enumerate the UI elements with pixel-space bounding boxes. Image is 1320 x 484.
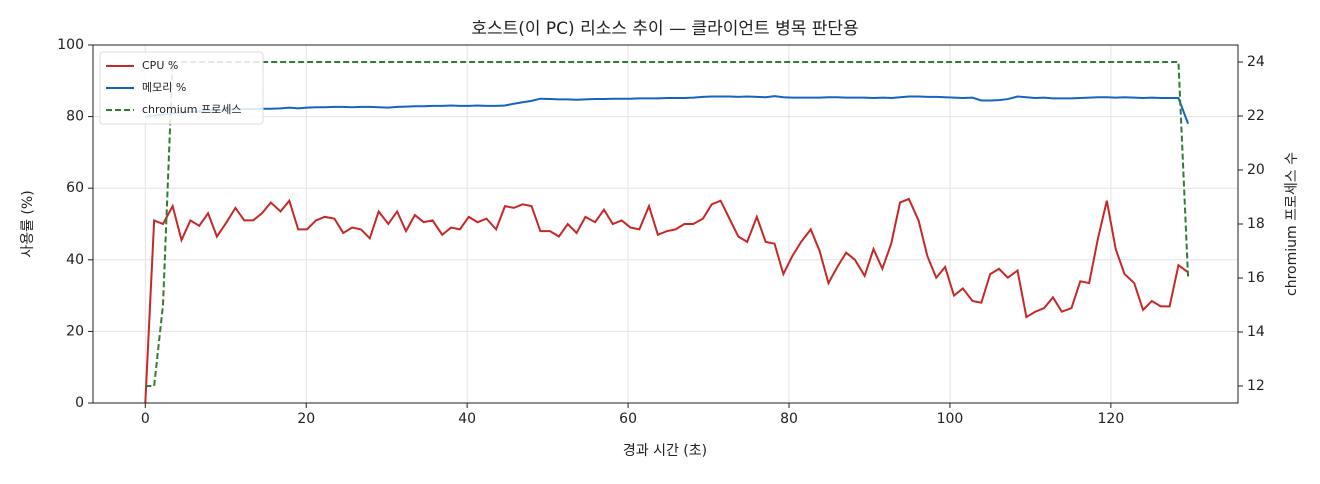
legend-label: CPU % (142, 59, 178, 72)
y-tick-label: 80 (66, 109, 84, 125)
x-tick-label: 40 (458, 411, 476, 427)
legend: CPU % 메모리 % chromium 프로세스 (99, 51, 264, 125)
x-tick-label: 20 (297, 411, 315, 427)
x-tick-label: 80 (780, 411, 798, 427)
y2-tick-label: 22 (1247, 108, 1265, 124)
y2-tick-label: 24 (1247, 54, 1265, 70)
series-line (144, 197, 1189, 404)
y2-axis-label: chromium 프로세스 수 (1284, 152, 1300, 296)
legend-label: 메모리 % (142, 81, 186, 94)
y2-tick-label: 20 (1247, 162, 1265, 178)
y2-tick-label: 16 (1247, 270, 1265, 286)
x-tick-label: 120 (1098, 411, 1125, 427)
y-tick-label: 60 (66, 180, 84, 196)
plot-frame (92, 44, 1239, 404)
y-axis-label: 사용률 (%) (20, 190, 36, 257)
y2-tick-label: 14 (1247, 324, 1265, 340)
y-tick-label: 0 (75, 395, 84, 411)
x-axis-label: 경과 시간 (초) (623, 443, 707, 459)
legend-box (99, 51, 264, 125)
y-tick-label: 100 (57, 37, 84, 53)
y-tick-label: 40 (66, 252, 84, 268)
x-tick-label: 60 (619, 411, 637, 427)
x-tick-label: 0 (141, 411, 150, 427)
y2-tick-label: 18 (1247, 216, 1265, 232)
y-tick-label: 20 (66, 323, 84, 339)
legend-label: chromium 프로세스 (142, 103, 241, 116)
series-line (145, 61, 1190, 387)
x-tick-label: 100 (937, 411, 964, 427)
y2-tick-label: 12 (1247, 378, 1265, 394)
series-line (145, 95, 1190, 125)
chart-title: 호스트(이 PC) 리소스 추이 — 클라이언트 병목 판단용 (471, 19, 858, 39)
